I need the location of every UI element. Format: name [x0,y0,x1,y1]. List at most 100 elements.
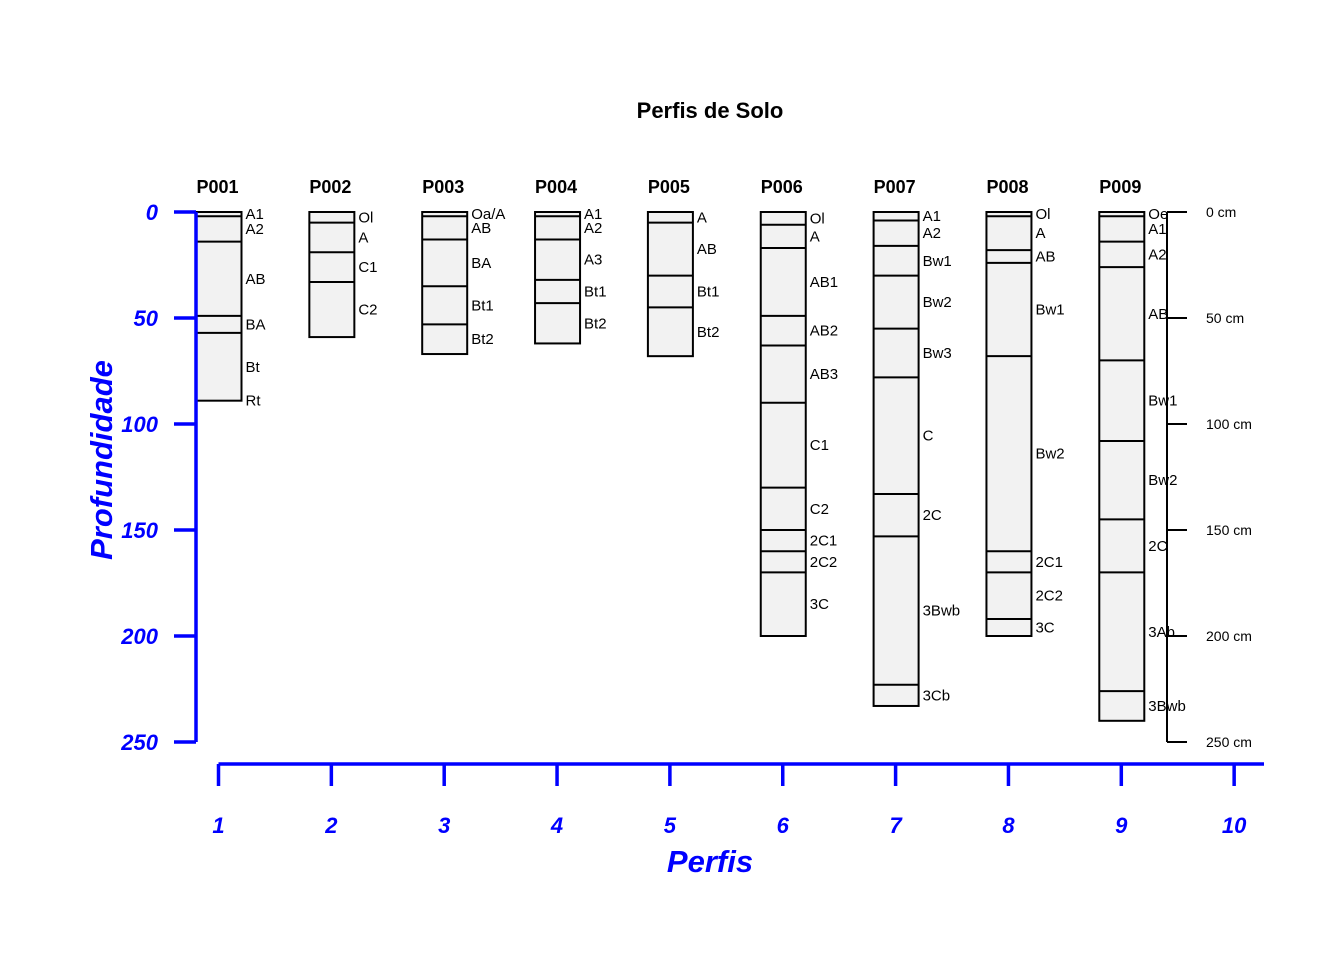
profile-column [534,211,582,345]
horizon-label: AB [471,220,491,237]
x-tick-label: 2 [324,813,338,838]
horizon-label: 2C [923,507,942,524]
horizon-label: Bt2 [471,331,494,348]
horizon-label: 2C2 [1035,588,1063,605]
profile-p003: P003 Oa/AAB BA Bt1 Bt2 [421,177,505,356]
horizon-label: A [358,229,368,246]
horizon-label: A1 [246,206,264,223]
x-tick-label: 4 [550,813,563,838]
x-axis-title: Perfis [667,844,753,879]
x-tick-label: 1 [212,813,224,838]
horizon-label: AB [1035,249,1055,266]
horizon-label: Bw2 [1148,472,1177,489]
x-tick-label: 9 [1115,813,1128,838]
depth-scale-label: 0 cm [1206,204,1236,220]
y-tick-label: 50 [134,306,159,331]
horizon-label: 2C2 [810,554,838,571]
profile-column [1098,211,1146,722]
profile-id: P002 [309,177,351,197]
x-tick-label: 6 [777,813,790,838]
horizon-label: Bt1 [584,284,607,301]
horizon-label: Bt1 [697,284,720,301]
profiles: P001A1A2ABBABtRtP002OlAC1C2P003Oa/AABBAB… [195,177,1186,722]
horizon-label: C1 [358,259,377,276]
horizon-label: BA [246,316,266,333]
profile-p009: P009OeA1A2ABBw1Bw22C3Ab3Bwb [1098,177,1186,722]
profile-p005: P005 A AB Bt1 Bt2 [646,177,720,358]
profile-id: P001 [197,177,239,197]
profile-p008: P008 Ol A AB Bw1 Bw2 2C1 2C2 3C [985,177,1065,637]
horizon-label: 3C [1035,620,1054,637]
horizon-label: Oa/A [471,206,505,223]
x-tick-label: 3 [438,813,450,838]
horizon-label: Bw1 [923,253,952,270]
horizon-label: A2 [923,225,941,242]
horizon-label: 2C1 [810,533,838,550]
y-tick-label: 200 [120,624,158,649]
horizon-label: 3Ab [1148,624,1175,641]
horizon-label: BA [471,255,491,272]
horizon-label: AB [697,241,717,258]
horizon-label: A2 [1148,246,1166,263]
profile-column [421,211,469,356]
horizon-label: 2C [1148,538,1167,555]
profile-id: P006 [761,177,803,197]
horizon-label: A2 [246,221,264,238]
depth-scale-label: 250 cm [1206,734,1252,750]
horizon-label: 3Bwb [923,603,961,620]
profile-column [985,211,1033,637]
horizon-label: 2C1 [1035,554,1063,571]
horizon-label: A1 [584,206,602,223]
profile-id: P005 [648,177,690,197]
horizon-label: A1 [1148,221,1166,238]
profile-p002: P002 Ol A C1 C2 [308,177,378,339]
x-tick-label: 7 [889,813,903,838]
y-axis-title: Profundidade [84,360,119,560]
horizon-label: Bw3 [923,345,952,362]
horizon-label: Bt [246,359,261,376]
profile-id: P008 [986,177,1028,197]
y-tick-label: 250 [120,730,158,755]
horizon-label: 3Cb [923,687,951,704]
depth-scale: 0 cm 50 cm 100 cm 150 cm 200 cm 250 cm [1166,204,1252,750]
horizon-label: Ol [810,210,825,227]
profile-column [872,211,920,707]
profile-id: P007 [874,177,916,197]
profile-id: P009 [1099,177,1141,197]
horizon-label: AB1 [810,274,838,291]
x-tick-label: 8 [1002,813,1015,838]
profile-column [759,211,807,637]
horizon-label: Rt [246,393,262,410]
depth-scale-label: 200 cm [1206,628,1252,644]
y-axis: 0 50 100 150 200 250 [120,200,198,755]
horizon-label: A1 [923,208,941,225]
horizon-label: Ol [358,209,373,226]
depth-scale-label: 150 cm [1206,522,1252,538]
profile-id: P004 [535,177,577,197]
horizon-label: AB [246,271,266,288]
profile-column [308,211,356,339]
profile-id: P003 [422,177,464,197]
horizon-label: Bw2 [1035,446,1064,463]
horizon-label: AB3 [810,366,838,383]
horizon-label: Oe [1148,206,1168,223]
x-tick-label: 5 [664,813,677,838]
x-tick-label: 10 [1222,813,1247,838]
chart-title: Perfis de Solo [637,98,784,123]
horizon-label: Bw2 [923,294,952,311]
horizon-label: C1 [810,437,829,454]
horizon-label: AB2 [810,323,838,340]
horizon-label: Bw1 [1148,393,1177,410]
profile-column [195,211,243,402]
horizon-label: Bt2 [697,324,720,341]
depth-scale-label: 50 cm [1206,310,1244,326]
x-axis: 1 2 3 4 5 6 7 8 9 10 [212,762,1264,838]
horizon-label: C [923,428,934,445]
y-tick-label: 150 [121,518,158,543]
horizon-label: C2 [810,501,829,518]
y-tick-label: 0 [146,200,159,225]
